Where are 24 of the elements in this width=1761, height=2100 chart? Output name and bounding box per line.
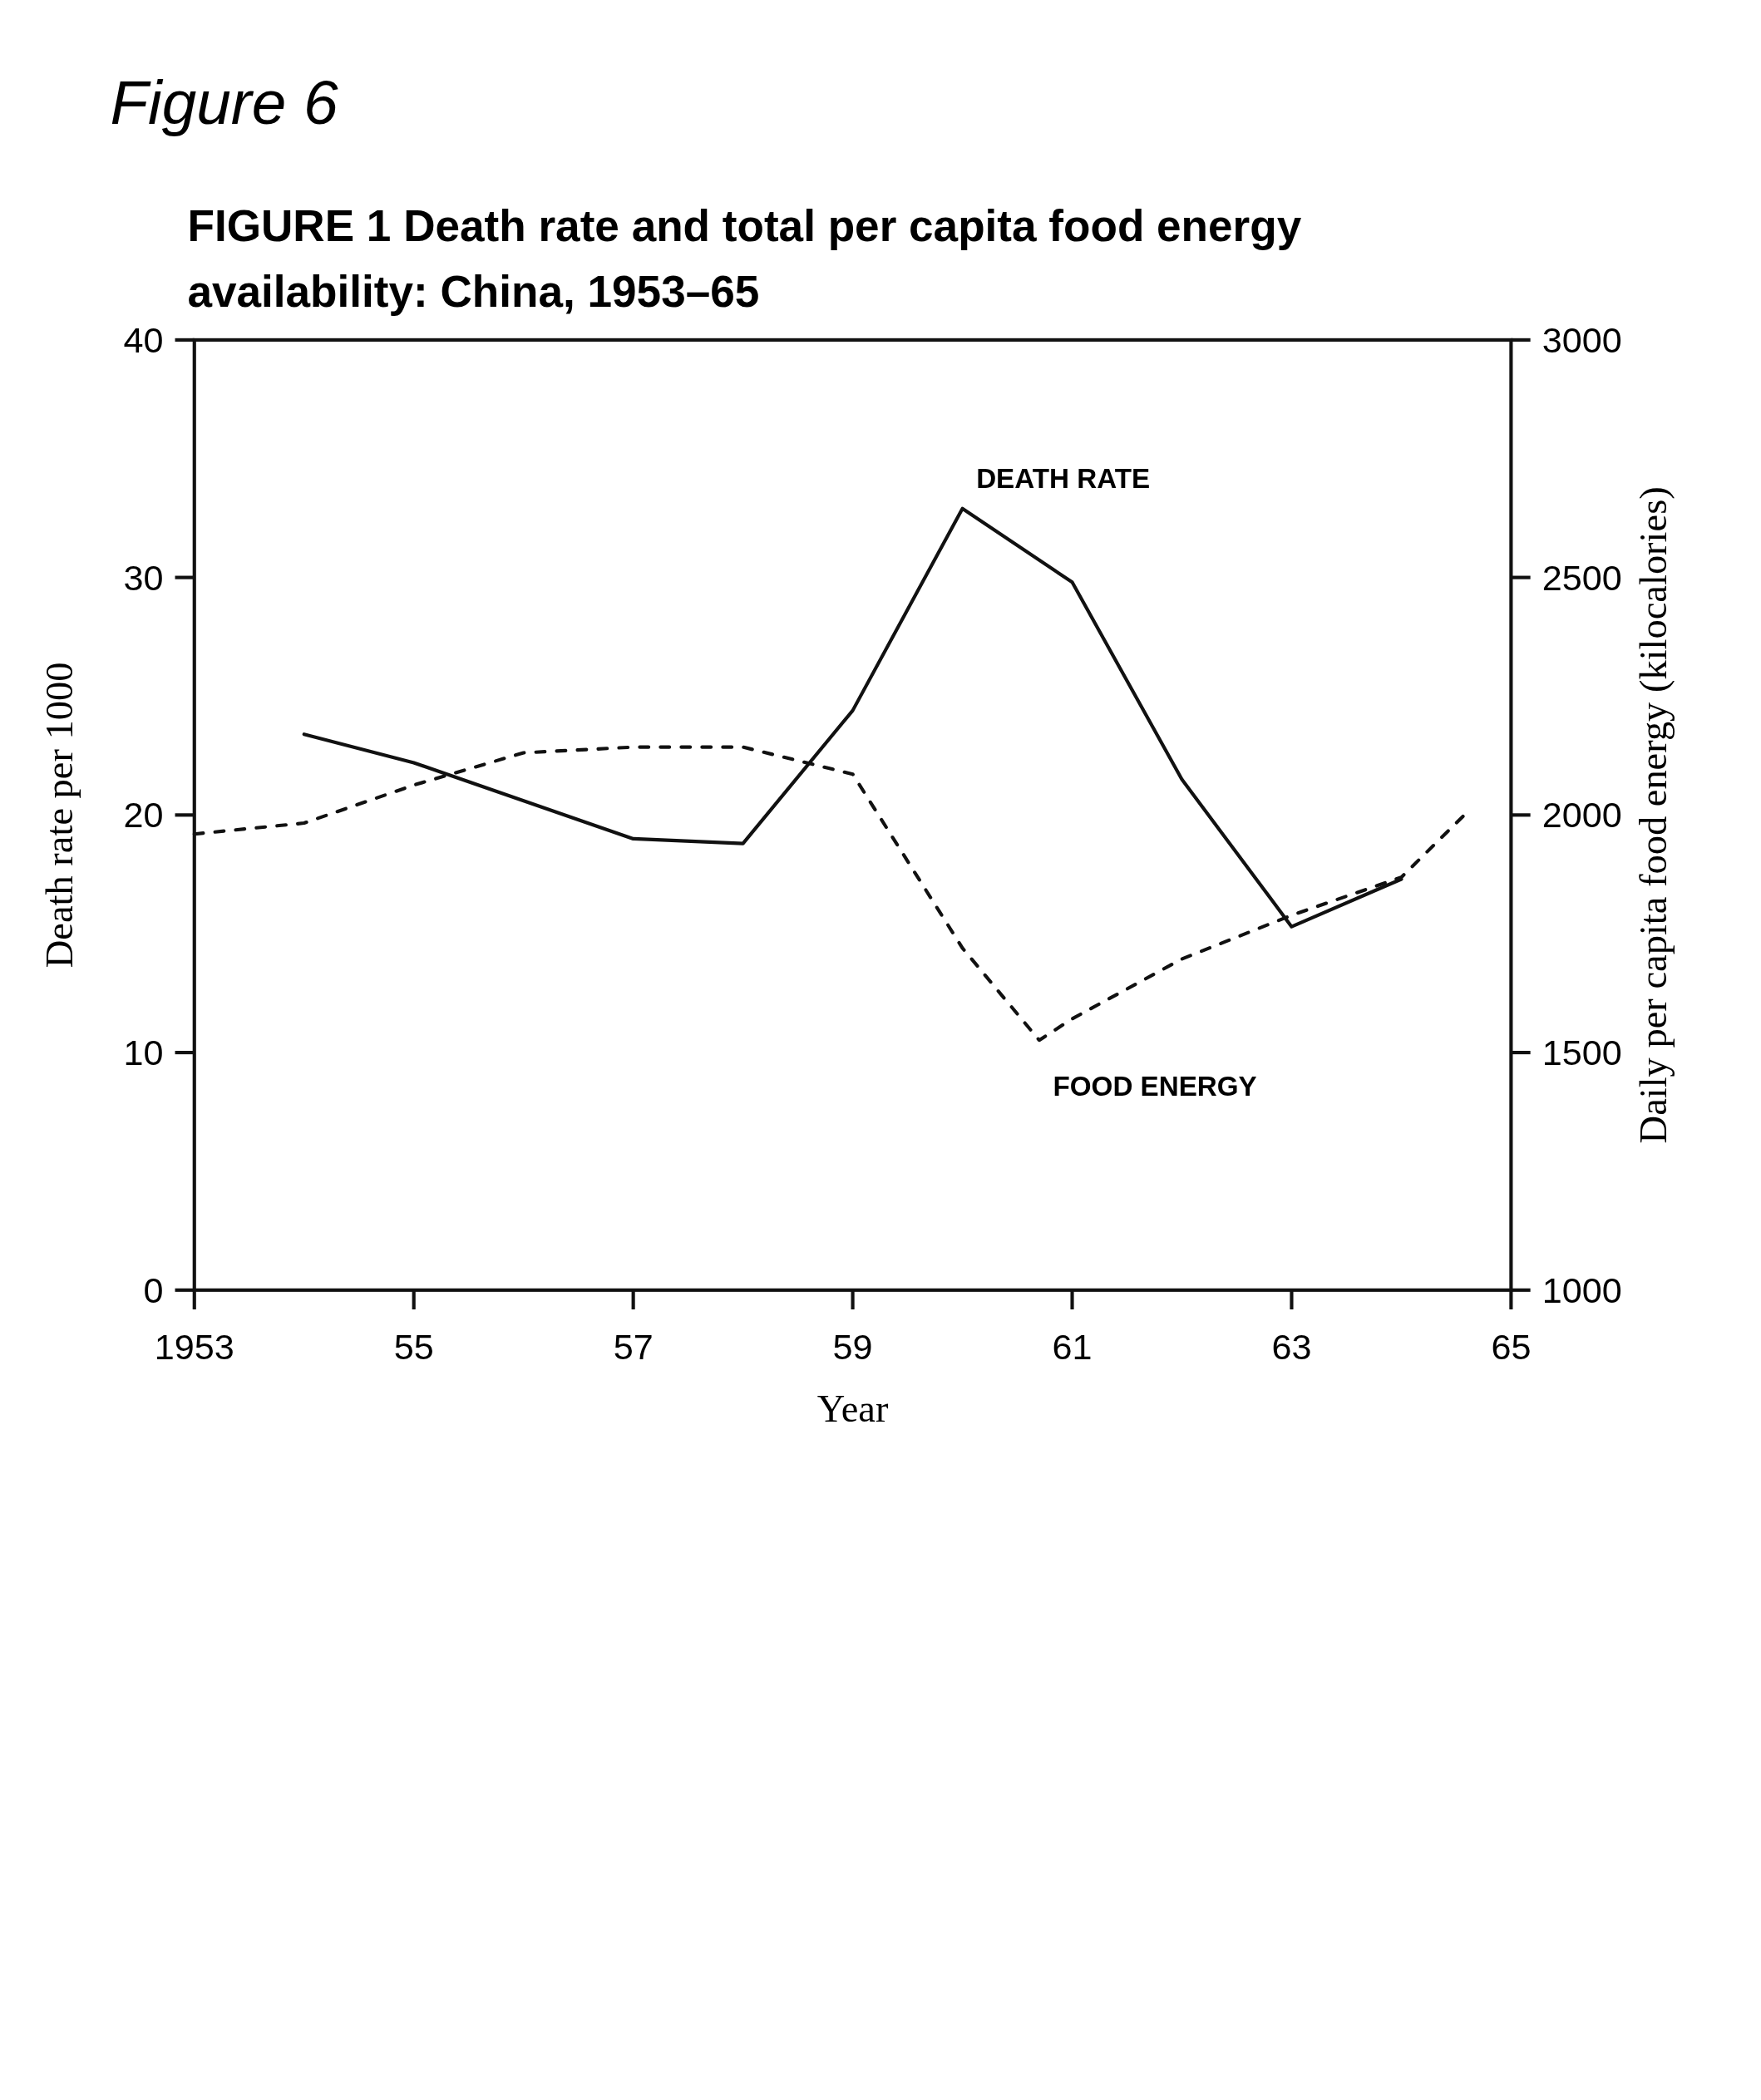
y-tick-label: 10: [123, 1033, 164, 1073]
y-axis-title: Death rate per 1000: [37, 662, 81, 969]
caption: Figure 6: [110, 67, 338, 138]
y2-tick-label: 2000: [1541, 795, 1622, 836]
x-axis-title: Year: [816, 1387, 889, 1430]
chart-title: FIGURE 1 Death rate and total per capita food energy availability: China, 1953–65: [187, 201, 1302, 317]
x-tick-label: 61: [1052, 1326, 1093, 1367]
y-tick-label: 40: [123, 320, 164, 360]
y-tick-label: 0: [143, 1269, 164, 1310]
x-tick-label: 55: [393, 1326, 434, 1367]
series-label: DEATH RATE: [976, 462, 1151, 494]
y2-axis-title: Daily per capita food energy (kilocalories): [1632, 486, 1675, 1144]
x-tick-label: 57: [613, 1326, 654, 1367]
y2-tick-label: 3000: [1541, 320, 1622, 360]
x-tick-label: 63: [1271, 1326, 1312, 1367]
x-tick-label: 65: [1491, 1326, 1532, 1367]
y-tick-label: 30: [123, 557, 164, 598]
y2-tick-label: 2500: [1541, 557, 1622, 598]
y2-tick-label: 1000: [1541, 1269, 1622, 1310]
series-label: FOOD ENERGY: [1053, 1070, 1257, 1102]
x-tick-label: 1953: [154, 1326, 234, 1367]
x-tick-label: 59: [832, 1326, 873, 1367]
y2-tick-label: 1500: [1541, 1033, 1622, 1073]
y-tick-label: 20: [123, 795, 164, 836]
